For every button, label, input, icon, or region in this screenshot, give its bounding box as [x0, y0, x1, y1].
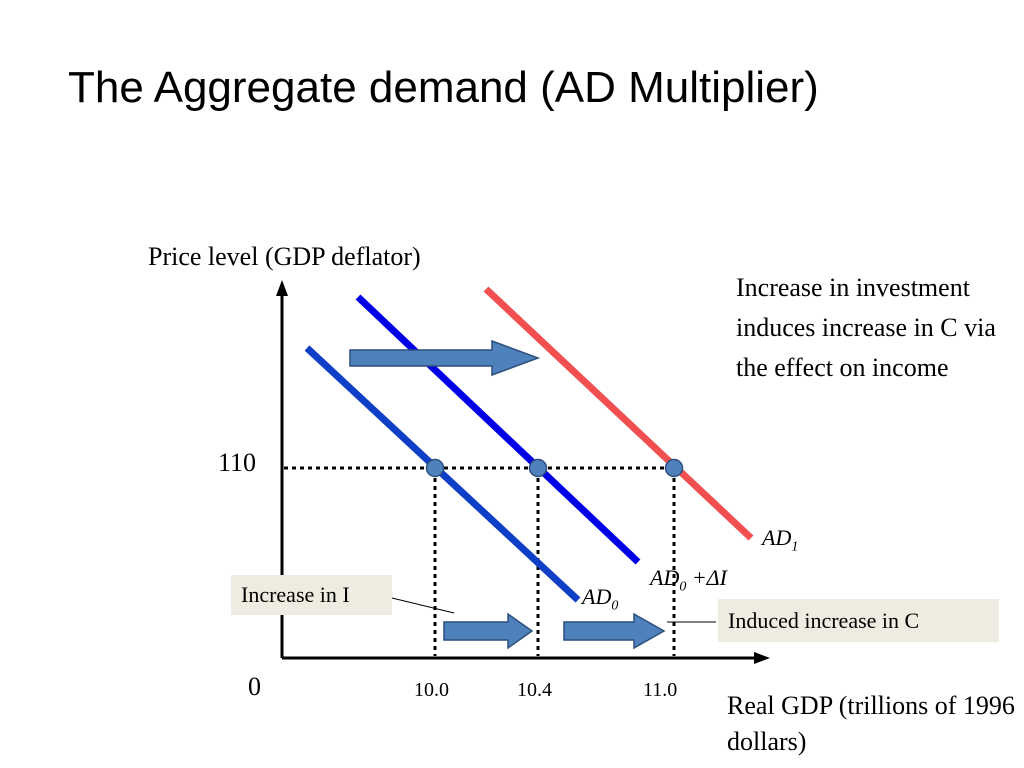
y-axis-label: Price level (GDP deflator): [148, 242, 421, 271]
curve-ad0-plus-delta-i: [355, 294, 641, 565]
callout-line-investment: [391, 597, 455, 614]
shift-arrow-consumption: [563, 612, 666, 650]
label-ad0: AD0: [582, 584, 619, 614]
price-level-110: 110: [218, 448, 257, 477]
slide-title: The Aggregate demand (AD Multiplier): [68, 63, 819, 112]
origin-label: 0: [248, 672, 261, 701]
equilibrium-point-ad0: [425, 458, 445, 478]
x-axis-label: Real GDP (trillions of 1996 dollars): [727, 691, 1015, 756]
equilibrium-point-ad0-plus-delta-i: [528, 458, 548, 478]
x-tick-10-0: 10.0: [414, 679, 449, 701]
x-axis-arrowhead: [754, 652, 770, 664]
induced-increase-in-c-box: Induced increase in C: [718, 599, 999, 642]
shift-arrow-investment: [443, 612, 534, 650]
curve-ad0: [304, 345, 581, 603]
equilibrium-point-ad1: [664, 458, 684, 478]
increase-in-i-box: Increase in I: [231, 575, 392, 615]
x-tick-10-4: 10.4: [517, 679, 552, 701]
y-axis-arrowhead: [276, 280, 288, 296]
label-ad0-plus-delta-i: AD0 +ΔI: [650, 565, 727, 595]
shift-arrow-top: [349, 339, 541, 377]
curve-ad1: [483, 286, 754, 541]
annotation-text: Increase in investment induces increase …: [736, 273, 996, 382]
label-ad1: AD1: [762, 525, 799, 555]
x-tick-11-0: 11.0: [643, 679, 678, 701]
